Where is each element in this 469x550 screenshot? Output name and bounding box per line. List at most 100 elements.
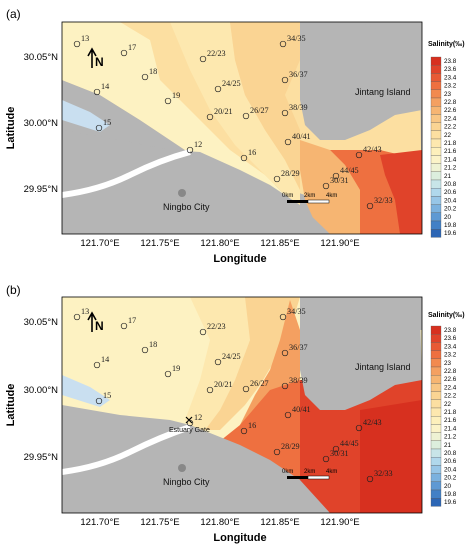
x-ticks-b: 121.70°E 121.75°E 121.80°E 121.85°E 121.… xyxy=(80,517,359,528)
station-label: 40/41 xyxy=(292,405,311,414)
north-arrow-a: N xyxy=(87,47,104,69)
colorbar-swatch xyxy=(430,391,442,400)
station-label: 15 xyxy=(103,118,111,127)
y-tick: 29.95°N xyxy=(24,184,59,195)
x-tick: 121.85°E xyxy=(260,517,299,528)
colorbar-swatch xyxy=(430,204,442,213)
colorbar-swatch xyxy=(430,440,442,450)
colorbar-tick: 20.2 xyxy=(444,475,457,482)
colorbar-tick: 22.4 xyxy=(444,384,457,391)
station-label: 30/31 xyxy=(330,176,349,185)
station-marker xyxy=(206,113,214,121)
panel-b: (b) N Jintang Island Ningbo City Estuary… xyxy=(5,283,465,544)
station-marker xyxy=(322,182,330,190)
station-marker xyxy=(332,172,340,180)
scale-0: 0km xyxy=(282,469,293,475)
colorbar-tick: 22.6 xyxy=(444,376,457,383)
scale-bar-a: 0km 2km 4km xyxy=(282,193,337,204)
station-marker xyxy=(279,313,287,321)
colorbar-swatch xyxy=(430,220,442,230)
station-label: 44/45 xyxy=(340,439,359,448)
x-tick: 121.80°E xyxy=(200,238,239,249)
station-marker xyxy=(95,124,103,132)
colorbar-swatch xyxy=(430,325,442,335)
stations-b: 13 17 22/23 34/35 18 24/25 36/37 14 19 26/27 38/39… xyxy=(73,307,393,483)
colorbar-tick: 21.8 xyxy=(444,140,457,147)
colorbar-tick: 19.6 xyxy=(444,230,457,237)
station-label: 16 xyxy=(248,148,256,157)
place-jintang-b: Jintang Island xyxy=(355,362,411,372)
colorbar-tick: 20.4 xyxy=(444,466,457,473)
station-label: 15 xyxy=(103,391,111,400)
station-marker xyxy=(355,151,363,159)
colorbar-swatch xyxy=(430,424,442,433)
colorbar-tick: 23 xyxy=(444,360,452,367)
station-marker xyxy=(206,386,214,394)
station-marker xyxy=(355,424,363,432)
colorbar-tick: 23.4 xyxy=(444,343,457,350)
colorbar-tick: 20.6 xyxy=(444,458,457,465)
colorbar-tick: 19.8 xyxy=(444,491,457,498)
colorbar-swatch xyxy=(430,97,442,107)
station-marker xyxy=(242,112,250,120)
scale-4: 4km xyxy=(326,469,337,475)
station-label: 36/37 xyxy=(289,70,308,79)
x-tick: 121.90°E xyxy=(320,238,359,249)
colorbar-tick: 21.6 xyxy=(444,417,457,424)
colorbar-swatch xyxy=(430,465,442,474)
station-label: 34/35 xyxy=(287,34,306,43)
station-label: 24/25 xyxy=(222,352,241,361)
station-marker xyxy=(164,97,172,105)
panel-a: (a) N Jintang Island xyxy=(5,7,465,265)
station-label: 13 xyxy=(81,34,89,43)
station-marker xyxy=(214,85,222,93)
station-marker xyxy=(281,109,289,117)
colorbar-swatch xyxy=(430,375,442,384)
panel-b-label: (b) xyxy=(6,283,21,297)
colorbar-swatch xyxy=(430,481,442,491)
colorbar-tick: 21.2 xyxy=(444,165,457,172)
y-tick: 30.00°N xyxy=(24,118,59,129)
colorbar-tick: 21.4 xyxy=(444,156,457,163)
colorbar-swatch xyxy=(430,229,442,238)
station-marker xyxy=(242,385,250,393)
x-axis-title-a: Longitude xyxy=(213,253,266,265)
x-tick: 121.75°E xyxy=(140,517,179,528)
scale-0: 0km xyxy=(282,193,293,199)
colorbar-tick: 22.8 xyxy=(444,99,457,106)
colorbar-tick: 20 xyxy=(444,483,452,490)
colorbar-swatch xyxy=(430,188,442,197)
colorbar-swatch xyxy=(430,138,442,148)
station-label: 22/23 xyxy=(207,322,226,331)
colorbar-swatch xyxy=(430,489,442,499)
x-tick: 121.75°E xyxy=(140,238,179,249)
station-label: 14 xyxy=(101,355,109,364)
station-label: 14 xyxy=(101,82,109,91)
panel-a-label: (a) xyxy=(6,7,21,21)
colorbar-swatch xyxy=(430,334,442,343)
colorbar-swatch xyxy=(430,130,442,140)
place-ningbo-b: Ningbo City xyxy=(163,477,210,487)
colorbar-swatch xyxy=(430,163,442,172)
colorbar-swatch xyxy=(430,179,442,189)
station-marker xyxy=(281,382,289,390)
station-label: 20/21 xyxy=(214,380,233,389)
station-marker xyxy=(240,427,248,435)
station-marker xyxy=(93,361,101,369)
station-label: 26/27 xyxy=(250,106,269,115)
station-label: 24/25 xyxy=(222,79,241,88)
colorbar-title-a: Salinity(‰) xyxy=(428,41,465,48)
station-label: 40/41 xyxy=(292,132,311,141)
colorbar-swatch xyxy=(430,407,442,417)
colorbar-tick: 20.4 xyxy=(444,197,457,204)
station-marker xyxy=(186,146,194,154)
y-axis-title-b: Latitude xyxy=(5,384,17,427)
colorbar-tick: 21.4 xyxy=(444,425,457,432)
scale-4: 4km xyxy=(326,193,337,199)
colorbar-tick: 22.4 xyxy=(444,115,457,122)
colorbar-swatch xyxy=(430,81,442,90)
colorbar-swatch xyxy=(430,56,442,66)
station-label: 36/37 xyxy=(289,343,308,352)
station-marker xyxy=(332,445,340,453)
colorbar-swatch xyxy=(430,73,442,82)
